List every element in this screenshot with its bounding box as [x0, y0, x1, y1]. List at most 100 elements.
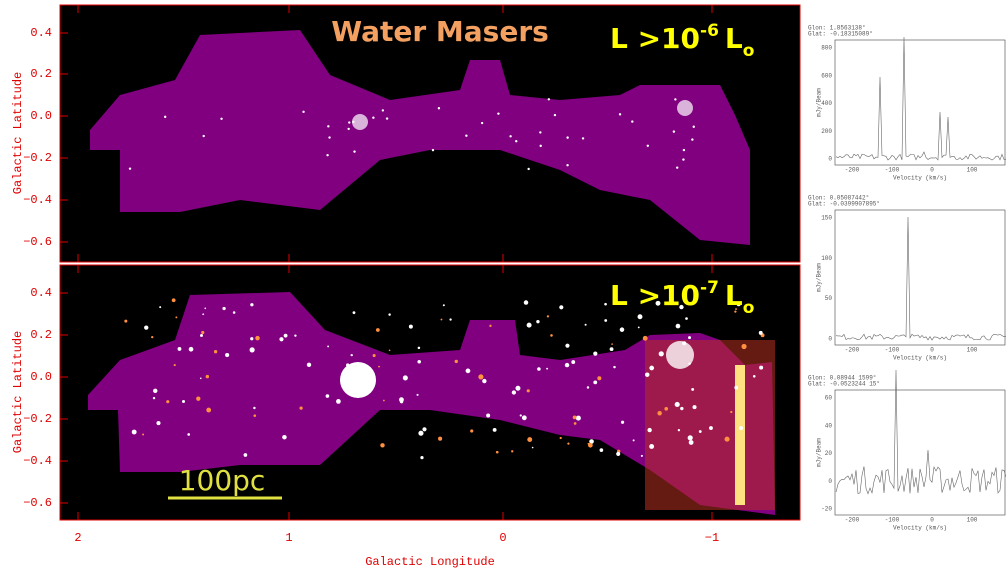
- spectrum-x-tick: 100: [967, 517, 978, 524]
- dot: [736, 301, 741, 307]
- y-tick-label: −0.6: [23, 496, 52, 510]
- dot: [328, 136, 331, 139]
- spectrum-y-tick: 600: [821, 72, 832, 79]
- dot: [604, 302, 607, 306]
- spectrum-glat: Glat: -0.0523244 15°: [808, 381, 880, 388]
- spectrum-y-tick: 0: [828, 336, 832, 343]
- spectrum-glon: Glon: 1.8563138°: [808, 25, 866, 32]
- dot: [759, 365, 764, 370]
- spectrum-y-tick: 400: [821, 100, 832, 107]
- dot: [440, 318, 443, 321]
- dot: [675, 166, 679, 169]
- dot: [527, 437, 533, 443]
- dot: [539, 131, 542, 134]
- threshold-base: L >10: [610, 279, 700, 312]
- dot: [649, 365, 655, 371]
- spectrum-y-tick: 150: [821, 215, 832, 222]
- dot: [156, 421, 161, 426]
- dot: [519, 414, 522, 417]
- dot: [282, 434, 287, 440]
- dot: [619, 327, 625, 332]
- dot: [593, 380, 598, 385]
- y-tick-label: 0.0: [30, 109, 52, 123]
- dot: [682, 341, 687, 346]
- spectrum-x-tick: 100: [967, 167, 978, 174]
- dot: [642, 335, 648, 341]
- spectrum-trace: [835, 369, 1006, 495]
- dot: [734, 310, 737, 313]
- y-axis-label: Galactic Latitude: [11, 331, 25, 453]
- dot: [151, 335, 154, 339]
- dot: [599, 448, 604, 452]
- dot: [166, 400, 170, 404]
- maser-dots: [124, 98, 765, 460]
- dot: [618, 113, 622, 116]
- dot: [655, 300, 661, 306]
- dot: [597, 376, 602, 381]
- dot: [327, 345, 330, 348]
- dot: [372, 354, 376, 358]
- dot: [299, 406, 303, 410]
- dot: [449, 318, 452, 321]
- dot: [478, 374, 484, 380]
- threshold-unit: L: [725, 279, 743, 312]
- dot: [604, 319, 608, 322]
- dot: [672, 130, 676, 133]
- dot: [657, 411, 662, 416]
- dot: [495, 450, 499, 454]
- dot: [352, 311, 356, 315]
- dot: [243, 453, 248, 457]
- spectrum-y-tick: 50: [825, 295, 833, 302]
- x-axis-label: Galactic Longitude: [365, 555, 495, 569]
- spectrum-frame: [834, 209, 1006, 346]
- dot: [546, 315, 550, 318]
- dot: [682, 158, 685, 161]
- dot: [431, 148, 435, 152]
- dot: [509, 135, 512, 138]
- dot: [584, 323, 587, 326]
- dot: [575, 415, 581, 421]
- dot: [187, 433, 190, 436]
- dot: [738, 426, 743, 431]
- dot: [677, 428, 681, 432]
- dot: [153, 388, 158, 394]
- dot: [687, 435, 693, 441]
- y-tick-label: 0.2: [30, 67, 52, 81]
- dot: [348, 121, 351, 124]
- spectrum-x-tick: 0: [930, 347, 934, 354]
- dot: [566, 164, 569, 167]
- dot: [206, 407, 212, 413]
- spectrum-y-tick: 200: [821, 128, 832, 135]
- dot: [637, 314, 643, 320]
- dot: [515, 139, 518, 143]
- dot: [571, 360, 576, 364]
- dot: [302, 110, 305, 114]
- dot: [438, 436, 443, 441]
- source-blob: [666, 341, 694, 369]
- dot: [159, 306, 162, 309]
- dot: [202, 134, 205, 138]
- dot: [144, 325, 149, 330]
- dot: [402, 375, 408, 381]
- dot: [674, 98, 677, 101]
- dot: [220, 117, 223, 121]
- dot: [253, 414, 257, 417]
- threshold-unit: L: [725, 22, 743, 55]
- spectrum-y-label: mJy/Beam: [816, 438, 823, 467]
- dot: [489, 324, 492, 328]
- dot: [664, 406, 669, 411]
- dot: [692, 125, 695, 128]
- dot: [527, 167, 530, 171]
- dot: [537, 367, 541, 371]
- dot: [674, 401, 680, 408]
- y-tick-label: 0.4: [30, 286, 52, 300]
- dot: [586, 386, 590, 389]
- dot: [124, 319, 128, 323]
- dot: [283, 333, 288, 338]
- dot: [581, 137, 585, 140]
- threshold-unit-sub: o: [743, 298, 755, 318]
- dot: [741, 343, 747, 350]
- dot: [375, 328, 380, 332]
- dot: [645, 372, 650, 377]
